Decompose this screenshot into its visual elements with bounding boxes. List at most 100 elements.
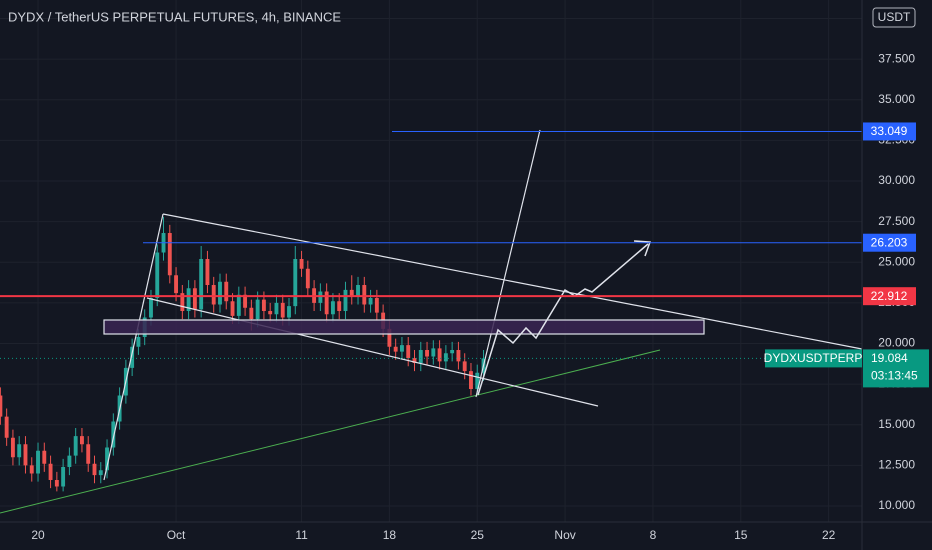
candle-body xyxy=(293,259,298,307)
candle-body xyxy=(343,289,348,312)
candle-body xyxy=(412,358,417,364)
candle-body xyxy=(261,299,266,312)
candle-body xyxy=(186,288,191,312)
countdown-label: 03:13:45 xyxy=(871,369,918,383)
currency-badge[interactable] xyxy=(872,7,916,28)
y-tick-label: 27.500 xyxy=(878,214,915,228)
candle-body xyxy=(111,421,116,448)
price-badge-label: 33.049 xyxy=(871,124,908,138)
candle-body xyxy=(305,268,310,289)
candle-body xyxy=(437,348,442,362)
x-tick-label: 15 xyxy=(734,528,748,542)
candle-body xyxy=(167,233,172,276)
candle-body xyxy=(450,350,455,354)
chart-title: DYDX / TetherUS PERPETUAL FUTURES, 4h, B… xyxy=(8,9,341,24)
candle-body xyxy=(387,328,392,347)
candle-body xyxy=(324,291,329,315)
drawings xyxy=(0,129,863,514)
candle-body xyxy=(406,345,411,359)
target-line xyxy=(475,129,541,398)
candle-body xyxy=(180,293,185,312)
candle-body xyxy=(393,346,398,352)
candle-body xyxy=(418,350,423,364)
candle-body xyxy=(475,372,480,390)
x-tick-label: 25 xyxy=(471,528,485,542)
candle-body xyxy=(337,301,342,312)
lower-channel-line xyxy=(146,297,599,407)
last-price-badge xyxy=(863,349,929,388)
symbol-label: DYDXUSDTPERP xyxy=(764,351,863,365)
rally-line xyxy=(103,213,164,481)
candle-body xyxy=(243,294,248,308)
x-tick-label: Oct xyxy=(167,528,186,542)
candle-body xyxy=(349,289,354,297)
y-tick-label: 20.000 xyxy=(878,336,915,350)
candle-body xyxy=(456,350,461,362)
candle-body xyxy=(218,281,222,305)
candle-body xyxy=(174,275,179,294)
candle-body xyxy=(67,455,72,467)
price-badge-label: 22.912 xyxy=(871,289,908,303)
support-zone xyxy=(103,319,705,335)
y-tick-label: 37.500 xyxy=(878,51,915,65)
candle-body xyxy=(98,470,103,476)
y-tick-label: 12.500 xyxy=(878,458,915,472)
candle-body xyxy=(299,259,304,269)
candle-body xyxy=(249,307,254,320)
x-tick-label: 20 xyxy=(31,528,45,542)
candle-body xyxy=(73,436,78,456)
candle-body xyxy=(36,450,40,474)
y-tick-label: 25.000 xyxy=(878,254,915,268)
candle-body xyxy=(469,371,473,390)
candle-body xyxy=(211,285,216,305)
candle-body xyxy=(368,298,373,305)
x-tick-label: 11 xyxy=(295,528,308,542)
x-tick-label: 22 xyxy=(822,528,836,542)
support-trendline xyxy=(0,349,661,514)
upper-trendline xyxy=(162,213,863,350)
candle-body xyxy=(400,345,404,352)
candle-body xyxy=(236,294,241,316)
y-tick-label: 35.000 xyxy=(878,92,915,106)
candle-body xyxy=(92,463,97,476)
y-tick-label: 15.000 xyxy=(878,417,915,431)
candle-body xyxy=(155,252,160,299)
y-tick-label: 30.000 xyxy=(878,173,915,187)
price-badge-label: 26.203 xyxy=(871,235,908,249)
y-tick-label: 10.000 xyxy=(878,498,915,512)
candle-body xyxy=(268,311,273,315)
candle-body xyxy=(356,285,360,297)
symbol-badge xyxy=(765,349,862,368)
candle-body xyxy=(54,479,59,487)
candle-body xyxy=(330,301,335,315)
candles xyxy=(0,216,486,492)
price-badge xyxy=(863,287,916,306)
candle-body xyxy=(61,466,66,487)
candle-body xyxy=(10,437,15,458)
candle-body xyxy=(42,450,47,464)
candle-body xyxy=(425,350,429,357)
candle-body xyxy=(4,416,9,438)
x-tick-label: 18 xyxy=(383,528,397,542)
projection-arrowhead xyxy=(633,240,652,257)
candle-body xyxy=(374,298,379,313)
x-tick-label: 8 xyxy=(650,528,657,542)
candle-body xyxy=(462,361,467,372)
candle-body xyxy=(29,465,34,474)
candle-body xyxy=(149,298,153,318)
candle-body xyxy=(443,353,448,362)
x-tick-label: Nov xyxy=(554,528,575,542)
candle-body xyxy=(431,348,436,357)
candle-body xyxy=(192,288,197,310)
candle-body xyxy=(17,444,22,458)
candle-body xyxy=(23,444,28,466)
last-price-label: 19.084 xyxy=(871,351,908,365)
currency-label: USDT xyxy=(878,10,911,24)
candle-body xyxy=(287,306,291,318)
candle-body xyxy=(130,346,135,368)
candle-body xyxy=(0,395,3,417)
price-badge xyxy=(863,122,916,141)
